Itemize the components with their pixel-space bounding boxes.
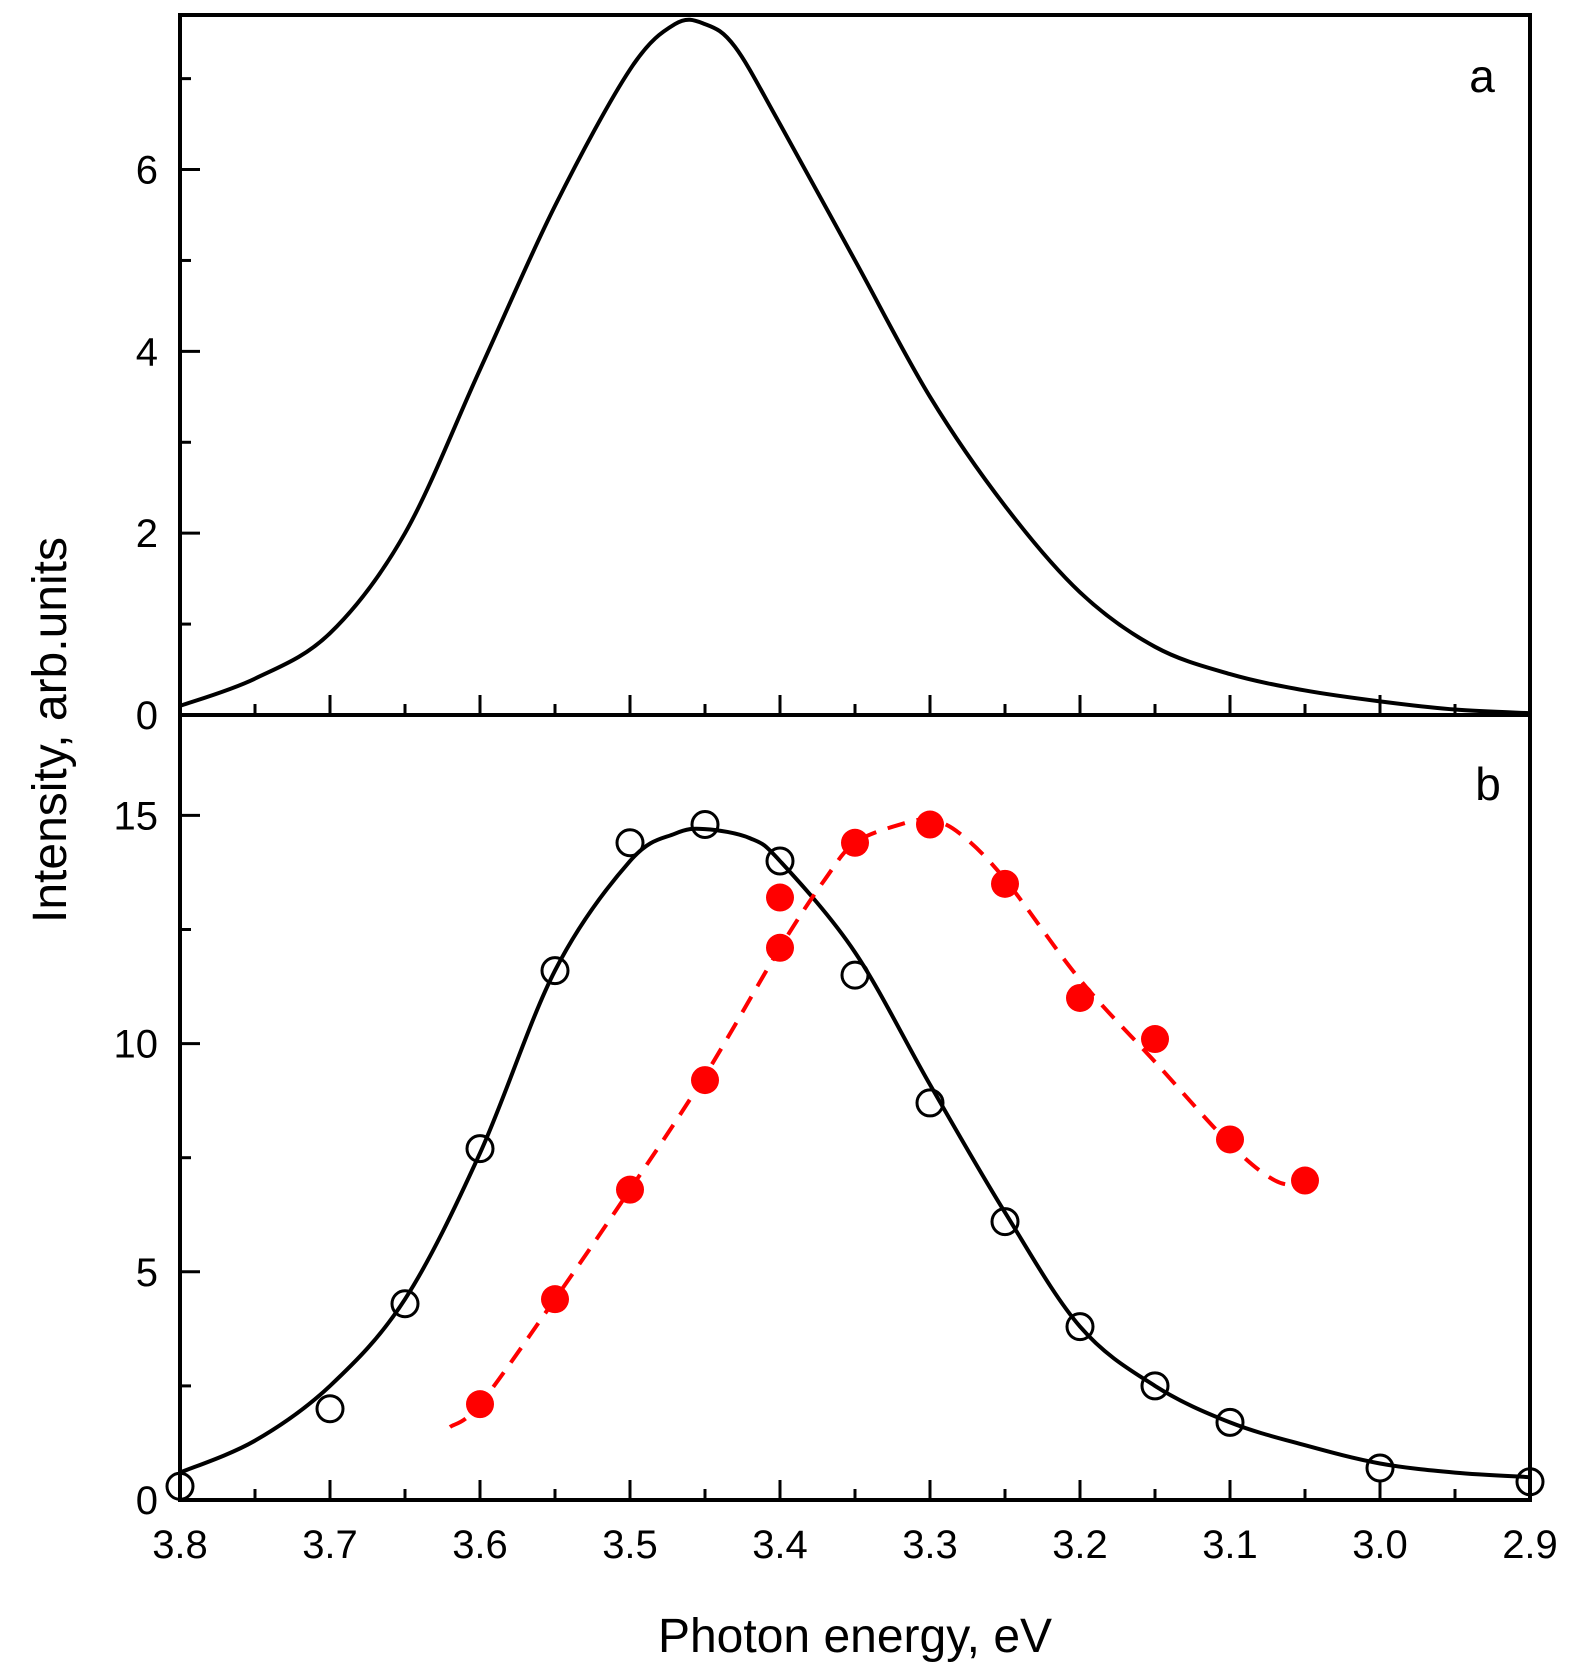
panel-b-open-circles-point — [915, 1088, 945, 1118]
panel-a-spectrum-a-line — [180, 17, 1530, 715]
panel-b-filled-circles-point — [766, 883, 794, 912]
y-tick-label: 0 — [136, 694, 158, 738]
panel-b-open-circles-point — [465, 1134, 495, 1164]
panel-b-filled-circles-point — [1216, 1125, 1244, 1154]
x-tick-label: 3.0 — [1352, 1523, 1408, 1567]
panel-b-open-circles-point — [315, 1394, 345, 1424]
y-tick-label: 10 — [114, 1023, 159, 1067]
panel-b: 0 5 10 15 3.8 3.7 3.6 3.5 3.4 3.3 3.2 3.1 3.0 2.9 b — [114, 695, 1558, 1567]
panel-b-open-circles-point — [390, 1289, 420, 1319]
panel-b-filled-circles-point — [616, 1175, 644, 1204]
panel-b-open-circles-point — [1365, 1453, 1395, 1483]
x-tick-label: 2.9 — [1502, 1523, 1558, 1567]
x-tick-label: 3.6 — [452, 1523, 508, 1567]
x-tick-label: 3.2 — [1052, 1523, 1108, 1567]
panel-b-label: b — [1475, 758, 1501, 810]
y-tick-label: 0 — [136, 1479, 158, 1523]
panel-b-filled-circles-point — [691, 1066, 719, 1095]
x-tick-label: 3.8 — [152, 1523, 208, 1567]
panel-a-label: a — [1469, 50, 1495, 102]
x-tick-label: 3.1 — [1202, 1523, 1258, 1567]
panel-b-filled-circles-point — [1291, 1166, 1319, 1195]
panel-a-y-ticks: 0 2 4 6 — [136, 77, 200, 738]
y-tick-label: 6 — [136, 149, 158, 193]
y-tick-label: 5 — [136, 1251, 158, 1295]
x-tick-label: 3.4 — [752, 1523, 808, 1567]
y-tick-label: 15 — [114, 794, 159, 838]
y-tick-label: 4 — [136, 330, 158, 374]
panel-b-x-ticks: 3.8 3.7 3.6 3.5 3.4 3.3 3.2 3.1 3.0 2.9 — [152, 695, 1558, 1567]
panel-a-series — [180, 17, 1530, 715]
panel-b-y-ticks: 0 5 10 15 — [114, 794, 200, 1523]
panel-b-fit-of-filled-circles-line — [448, 817, 1306, 1429]
x-tick-label: 3.3 — [902, 1523, 958, 1567]
panel-b-fit-of-open-circles-line — [180, 826, 1530, 1480]
x-tick-label: 3.7 — [302, 1523, 358, 1567]
panel-b-series — [165, 810, 1545, 1501]
y-axis-title: Intensity, arb.units — [24, 537, 77, 923]
panel-b-open-circles-point — [690, 810, 720, 840]
panel-b-open-circles-point — [1140, 1371, 1170, 1401]
panel-b-open-circles-point — [990, 1207, 1020, 1237]
panel-b-filled-circles-point — [1066, 983, 1094, 1012]
y-tick-label: 2 — [136, 512, 158, 556]
panel-b-open-circles-point — [1515, 1467, 1545, 1497]
panel-b-filled-circles-point — [916, 810, 944, 839]
panel-b-open-circles-point — [165, 1471, 195, 1501]
panel-b-open-circles-point — [615, 828, 645, 858]
panel-b-open-circles-point — [540, 956, 570, 986]
panel-b-open-circles-point — [1215, 1407, 1245, 1437]
panel-b-open-circles-point — [1065, 1312, 1095, 1342]
x-axis-title: Photon energy, eV — [658, 1610, 1052, 1663]
panel-b-open-circles-point — [765, 846, 795, 876]
panel-b-filled-circles-point — [1141, 1025, 1169, 1054]
x-tick-label: 3.5 — [602, 1523, 658, 1567]
